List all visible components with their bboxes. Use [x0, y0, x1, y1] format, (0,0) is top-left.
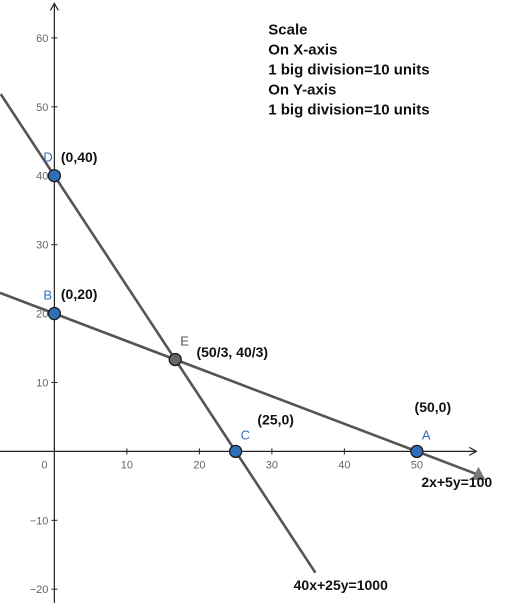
y-tick-label: −10 [30, 515, 49, 527]
point-a-letter: A [422, 427, 431, 442]
scale-note-line: On Y-axis [268, 81, 336, 98]
constraint-line-2 [0, 93, 317, 574]
scale-note-line: 1 big division=10 units [268, 101, 429, 118]
scale-note: Scale On X-axis 1 big division=10 units On … [268, 21, 429, 118]
point-b-coordinates: (0,20) [61, 286, 98, 302]
y-tick-label: 10 [36, 377, 48, 389]
point-d-marker [47, 169, 62, 183]
y-tick-label: −20 [30, 584, 49, 596]
x-tick-label: 30 [266, 459, 278, 471]
point-a-marker [410, 444, 424, 459]
point-c-letter: C [241, 427, 250, 442]
equation-label-2: 40x+25y=1000 [294, 577, 388, 593]
constraint-lines [0, 93, 486, 574]
point-c-coordinates: (25,0) [257, 412, 294, 428]
y-tick-label: 30 [36, 240, 48, 252]
equation-labels: 2x+5y=100 40x+25y=1000 [294, 474, 493, 593]
scale-note-line: Scale [268, 21, 307, 38]
point-b-marker [47, 306, 62, 321]
constraint-line-1 [0, 291, 483, 478]
y-tick-label: 60 [36, 33, 48, 45]
x-tick-label: 40 [338, 459, 350, 471]
scale-note-line: On X-axis [268, 41, 337, 58]
tick-labels: 0 10 20 30 40 50 −20 −10 10 20 30 40 50 60 [30, 33, 423, 596]
line-end-triangle-marker [471, 466, 486, 480]
point-e-marker [168, 352, 182, 367]
point-e-letter: E [180, 334, 189, 349]
x-tick-label: 0 [41, 459, 47, 471]
point-labels: D (0,40) B (0,20) E (50/3, 40/3) C (25,0) A (50,0… [43, 149, 451, 442]
x-tick-label: 50 [411, 459, 423, 471]
y-tick-label: 50 [36, 102, 48, 114]
x-tick-label: 20 [193, 459, 205, 471]
point-d-letter: D [43, 150, 52, 165]
axes [0, 2, 478, 603]
x-axis-arrow [469, 446, 478, 456]
y-tick-label: 40 [36, 171, 48, 183]
corner-points [47, 169, 424, 459]
point-b-letter: B [43, 288, 52, 303]
scale-note-line: 1 big division=10 units [268, 61, 429, 78]
y-axis-arrow [49, 2, 59, 11]
point-d-coordinates: (0,40) [61, 149, 98, 165]
point-c-marker [228, 444, 243, 459]
y-tick-label: 20 [36, 309, 48, 321]
point-a-coordinates: (50,0) [415, 399, 452, 415]
point-e-coordinates: (50/3, 40/3) [196, 344, 268, 360]
equation-label-1: 2x+5y=100 [421, 474, 492, 490]
x-tick-label: 10 [121, 459, 133, 471]
